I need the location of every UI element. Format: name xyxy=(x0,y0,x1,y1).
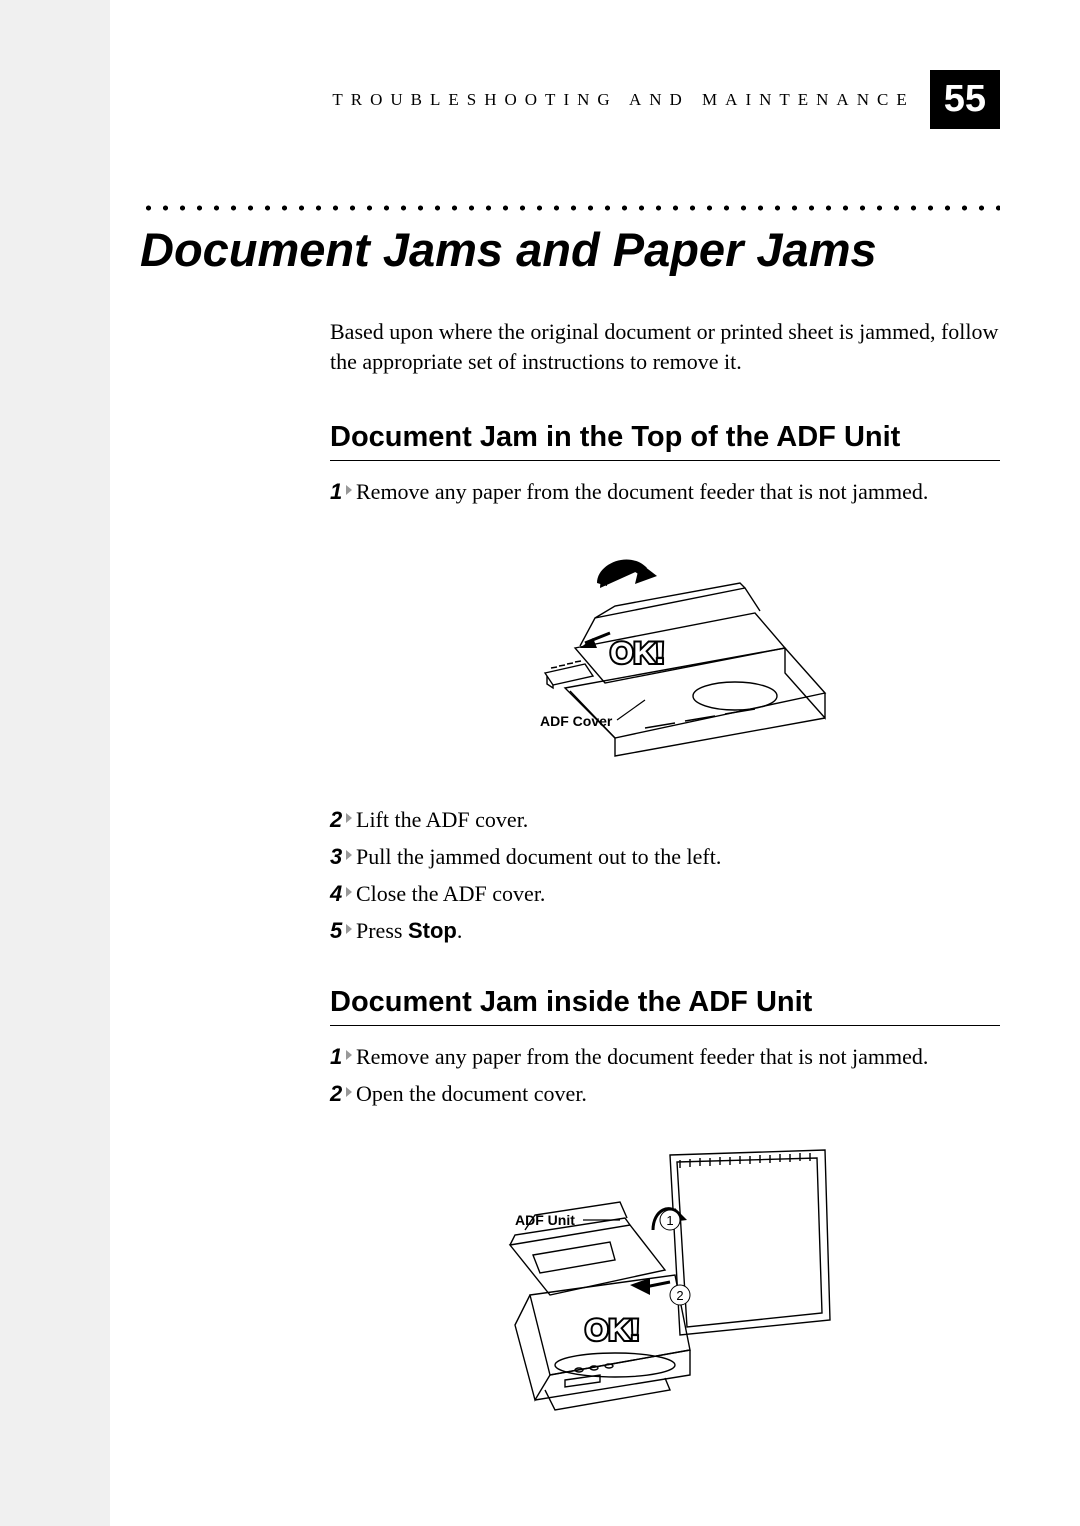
step-bold: Stop xyxy=(408,918,457,943)
step-text: Lift the ADF cover. xyxy=(356,803,1000,836)
page-header: TROUBLESHOOTING AND MAINTENANCE 55 xyxy=(140,70,1000,129)
section2-step: 2 Open the document cover. xyxy=(330,1077,1000,1110)
step-suffix: . xyxy=(457,918,463,943)
step-number: 1 xyxy=(330,1040,356,1073)
adf-cover-label: ADF Cover xyxy=(540,713,613,729)
section1-step: 3 Pull the jammed document out to the le… xyxy=(330,840,1000,873)
ok-text: OK! xyxy=(610,637,665,670)
step-text: Remove any paper from the document feede… xyxy=(356,1040,1000,1073)
step-number: 3 xyxy=(330,840,356,873)
step-number: 2 xyxy=(330,803,356,836)
step-number: 2 xyxy=(330,1077,356,1110)
intro-paragraph: Based upon where the original document o… xyxy=(330,317,1000,376)
section1-step: 4 Close the ADF cover. xyxy=(330,877,1000,910)
chapter-label: TROUBLESHOOTING AND MAINTENANCE xyxy=(332,90,914,110)
step-text: Close the ADF cover. xyxy=(356,877,1000,910)
left-margin-band xyxy=(0,0,110,1526)
section2-heading: Document Jam inside the ADF Unit xyxy=(330,986,1000,1026)
step-text: Remove any paper from the document feede… xyxy=(356,475,1000,508)
step-text: Open the document cover. xyxy=(356,1077,1000,1110)
ok-text: OK! xyxy=(585,1314,640,1347)
section1-step: 1 Remove any paper from the document fee… xyxy=(330,475,1000,508)
step-number: 4 xyxy=(330,877,356,910)
page-number: 55 xyxy=(930,70,1000,129)
dotted-divider xyxy=(140,204,1000,212)
step-number: 1 xyxy=(330,475,356,508)
section2-step: 1 Remove any paper from the document fee… xyxy=(330,1040,1000,1073)
main-title: Document Jams and Paper Jams xyxy=(140,222,1000,277)
section1-heading: Document Jam in the Top of the ADF Unit xyxy=(330,421,1000,461)
section1-step: 2 Lift the ADF cover. xyxy=(330,803,1000,836)
section1-illustration: OK! ADF Cover xyxy=(330,528,1000,773)
section2-illustration: 1 2 ADF Unit OK! xyxy=(330,1130,1000,1430)
page-content: TROUBLESHOOTING AND MAINTENANCE 55 Docum… xyxy=(110,0,1080,1460)
step-prefix: Press xyxy=(356,918,408,943)
adf-unit-label: ADF Unit xyxy=(515,1212,575,1228)
section1-step: 5 Press Stop. xyxy=(330,914,1000,947)
callout-1: 1 xyxy=(666,1213,673,1228)
step-text: Pull the jammed document out to the left… xyxy=(356,840,1000,873)
content-body: Based upon where the original document o… xyxy=(330,317,1000,1430)
callout-2: 2 xyxy=(676,1288,683,1303)
step-text: Press Stop. xyxy=(356,914,1000,947)
step-number: 5 xyxy=(330,914,356,947)
